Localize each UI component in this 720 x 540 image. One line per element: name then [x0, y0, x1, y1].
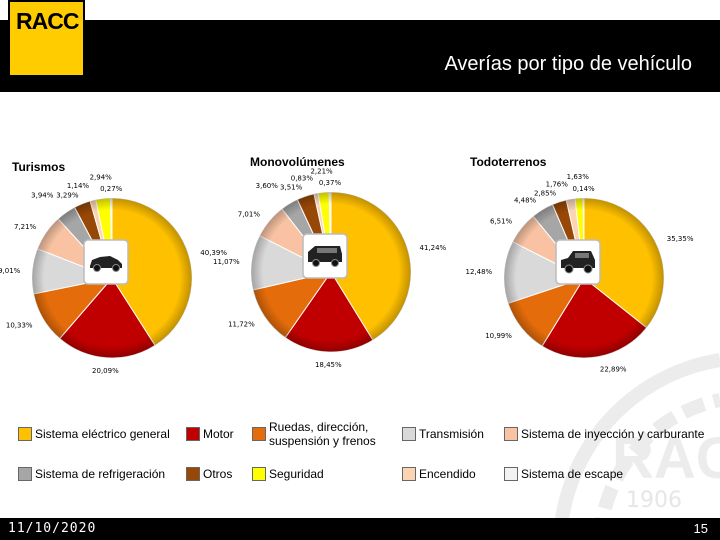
watermark-year: 1906: [626, 488, 682, 513]
slice-label-encendido: 0,83%: [291, 175, 314, 183]
legend-item-encendido: Encendido: [402, 467, 476, 481]
suv-icon: [555, 239, 601, 285]
slice-label-motor: 20,09%: [92, 367, 119, 375]
title-bar: Averías por tipo de vehículo: [0, 20, 720, 92]
slice-label-sistema-de-inyeccion-y-carburante: 6,51%: [490, 218, 513, 226]
slice-label-encendido: 1,14%: [67, 182, 90, 190]
legend-swatch: [402, 427, 416, 441]
legend-label: Transmisión: [419, 427, 484, 441]
legend-label: Ruedas, dirección, suspensión y frenos: [269, 420, 376, 448]
racc-logo: RACC: [8, 0, 85, 77]
legend-label: Otros: [203, 467, 233, 481]
page-number: 15: [693, 521, 708, 536]
legend-item-sistema-de-refrigeracion: Sistema de refrigeración: [18, 467, 165, 481]
legend-label: Seguridad: [269, 467, 324, 481]
legend-swatch: [186, 467, 200, 481]
legend-swatch: [252, 467, 266, 481]
legend-swatch: [186, 427, 200, 441]
chart-title-monovolumenes: Monovolúmenes: [250, 155, 345, 169]
slice-label-sistema-electrico-general: 40,39%: [200, 249, 227, 257]
legend-label: Encendido: [419, 467, 476, 481]
footer-date: 11/10/2020: [8, 521, 97, 536]
pie-todoterrenos: 35,35%22,89%10,99%12,48%6,51%4,48%2,85%1…: [465, 173, 693, 373]
slice-label-ruedas-direccion-suspension-y-frenos: 10,99%: [485, 332, 512, 340]
pie-turismos: 40,39% 20,09% 10,33% 9,01% 7,21% 3,94% 3,29% 1,…: [0, 174, 227, 375]
slice-label-sistema-de-escape: 0,37%: [319, 179, 342, 187]
slice-label-sistema-electrico-general: 35,35%: [667, 235, 694, 243]
slice-label-sistema-de-inyeccion-y-carburante: 7,01%: [238, 211, 261, 219]
slice-label-transmision: 9,01%: [0, 267, 21, 275]
legend-item-motor: Motor: [186, 427, 234, 441]
slice-label-sistema-de-inyeccion-y-carburante: 7,21%: [14, 223, 37, 231]
slice-label-sistema-de-refrigeracion: 4,48%: [514, 196, 537, 204]
slice-label-encendido: 1,76%: [546, 180, 569, 188]
slice-label-transmision: 11,07%: [213, 258, 240, 266]
slice-label-otros: 2,85%: [534, 189, 557, 197]
slice-label-motor: 18,45%: [315, 361, 342, 369]
footer-bar: 11/10/2020 15: [0, 518, 720, 540]
legend-item-otros: Otros: [186, 467, 232, 481]
watermark-text: RACC: [612, 426, 720, 491]
legend-label: Sistema de escape: [521, 467, 624, 481]
legend-item-sistema-electrico-general: Sistema eléctrico general: [18, 427, 170, 441]
legend-swatch: [252, 427, 266, 441]
slice-label-sistema-de-escape: 0,27%: [100, 185, 123, 193]
van-icon: [302, 233, 348, 279]
slice-label-otros: 3,51%: [280, 184, 303, 192]
legend-label: Motor: [203, 427, 234, 441]
legend-swatch: [18, 467, 32, 481]
legend-label: Sistema de inyección y carburante: [521, 427, 705, 441]
slice-label-sistema-de-refrigeracion: 3,60%: [256, 182, 279, 190]
legend-item-sistema-de-inyeccion-y-carburante: Sistema de inyección y carburante: [504, 427, 704, 441]
car-icon: [83, 239, 129, 285]
slice-label-ruedas-direccion-suspension-y-frenos: 10,33%: [6, 322, 33, 330]
legend-item-sistema-de-escape: Sistema de escape: [504, 467, 623, 481]
legend-item-transmision: Transmisión: [402, 427, 484, 441]
legend-swatch: [504, 427, 518, 441]
pie-monovolumenes: 41,24%18,45%11,72%11,07%7,01%3,60% 3,51%0…: [213, 167, 447, 369]
slice-label-motor: 22,89%: [600, 366, 627, 374]
slice-label-transmision: 12,48%: [465, 268, 492, 276]
chart-title-todoterrenos: Todoterrenos: [470, 155, 547, 169]
chart-title-turismos: Turismos: [12, 160, 66, 174]
slice-label-seguridad: 2,21%: [310, 167, 333, 175]
legend-item-seguridad: Seguridad: [252, 467, 324, 481]
legend-swatch: [504, 467, 518, 481]
legend-label: Sistema de refrigeración: [35, 467, 166, 481]
slice-label-ruedas-direccion-suspension-y-frenos: 11,72%: [228, 321, 255, 329]
legend-item-ruedas-direccion-suspension-y-frenos: Ruedas, dirección, suspensión y frenos: [252, 420, 409, 448]
logo-text: RACC: [16, 8, 79, 34]
slice-label-otros: 3,29%: [56, 192, 79, 200]
slide-title: Averías por tipo de vehículo: [444, 53, 692, 75]
slice-label-seguridad: 2,94%: [90, 174, 113, 182]
slice-label-seguridad: 1,63%: [567, 173, 590, 181]
legend-label: Sistema eléctrico general: [35, 427, 170, 441]
legend-swatch: [402, 467, 416, 481]
legend-swatch: [18, 427, 32, 441]
slice-label-sistema-de-refrigeracion: 3,94%: [31, 192, 54, 200]
slice-label-sistema-electrico-general: 41,24%: [420, 244, 447, 252]
slice-label-sistema-de-escape: 0,14%: [572, 185, 595, 193]
